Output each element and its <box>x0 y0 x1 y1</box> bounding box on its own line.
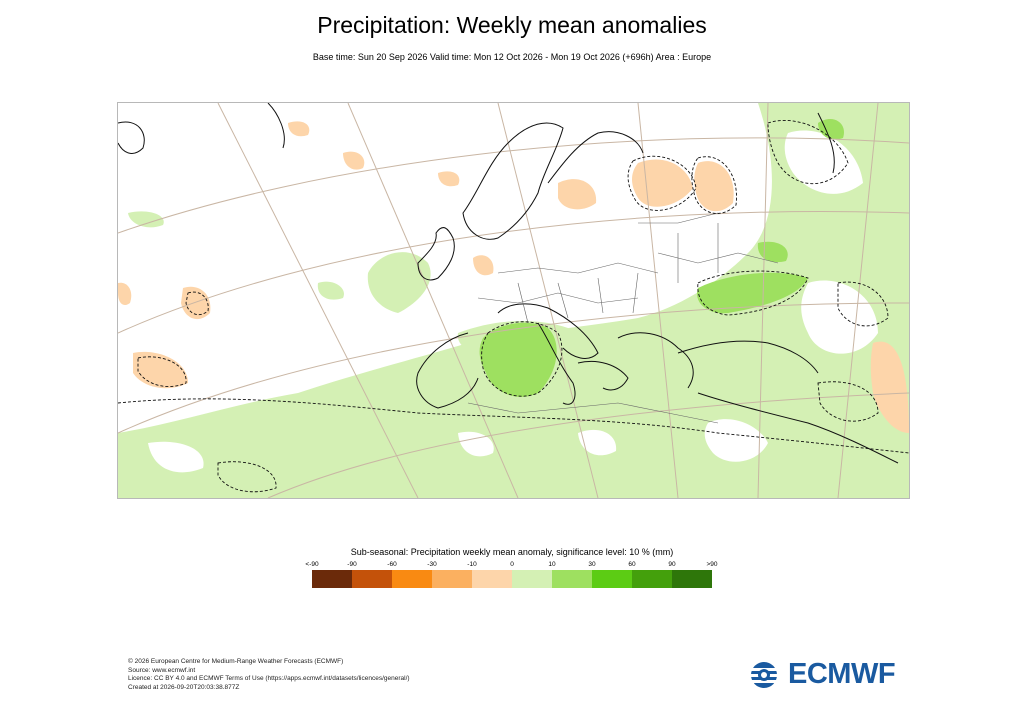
legend-swatch <box>672 570 712 588</box>
strong-positive-areas <box>479 118 844 397</box>
page-subtitle: Base time: Sun 20 Sep 2026 Valid time: M… <box>312 52 712 62</box>
map-canvas <box>118 103 909 498</box>
page-title: Precipitation: Weekly mean anomalies <box>317 12 707 38</box>
legend-swatch <box>632 570 672 588</box>
legend-swatch <box>432 570 472 588</box>
legend-label: -90 <box>347 561 357 568</box>
footer-copyright: © 2026 European Centre for Medium-Range … <box>128 658 344 665</box>
legend-swatch <box>512 570 552 588</box>
legend-colorbar <box>312 570 712 588</box>
ecmwf-globe-icon <box>748 662 782 688</box>
legend-swatch <box>592 570 632 588</box>
country-borders <box>467 212 779 424</box>
legend-swatch <box>352 570 392 588</box>
legend-label: <-90 <box>305 561 319 568</box>
legend-label: 90 <box>668 561 676 568</box>
coastlines <box>118 103 899 464</box>
legend-labels: <-90 -90 -60 -30 -10 0 10 30 60 90 >90 <box>305 561 717 571</box>
anomaly-map[interactable] <box>117 102 910 499</box>
legend-label: -60 <box>387 561 397 568</box>
footer-created: Created at 2026-09-20T20:03:38.877Z <box>128 683 240 691</box>
legend-swatch <box>312 570 352 588</box>
footer-credits: © 2026 European Centre for Medium-Range … <box>128 658 410 692</box>
legend-title: Sub-seasonal: Precipitation weekly mean … <box>350 547 674 557</box>
legend-label: 30 <box>588 561 596 568</box>
legend-swatch <box>552 570 592 588</box>
significance-contours <box>118 119 909 493</box>
legend-swatch <box>392 570 432 588</box>
legend-label: >90 <box>706 561 718 568</box>
legend-label: -30 <box>427 561 437 568</box>
neutral-areas <box>148 130 878 473</box>
legend-label: 60 <box>628 561 636 568</box>
legend-label: -10 <box>467 561 477 568</box>
ecmwf-logo[interactable]: ECMWF <box>748 658 898 692</box>
footer-source[interactable]: Source: www.ecmwf.int <box>128 666 196 674</box>
legend-label: 0 <box>510 561 514 568</box>
legend-swatch <box>472 570 512 588</box>
graticule <box>118 103 909 498</box>
footer-licence[interactable]: Licence: CC BY 4.0 and ECMWF Terms of Us… <box>128 675 410 683</box>
legend-label: 10 <box>548 561 556 568</box>
ecmwf-logo-text: ECMWF <box>788 658 896 690</box>
